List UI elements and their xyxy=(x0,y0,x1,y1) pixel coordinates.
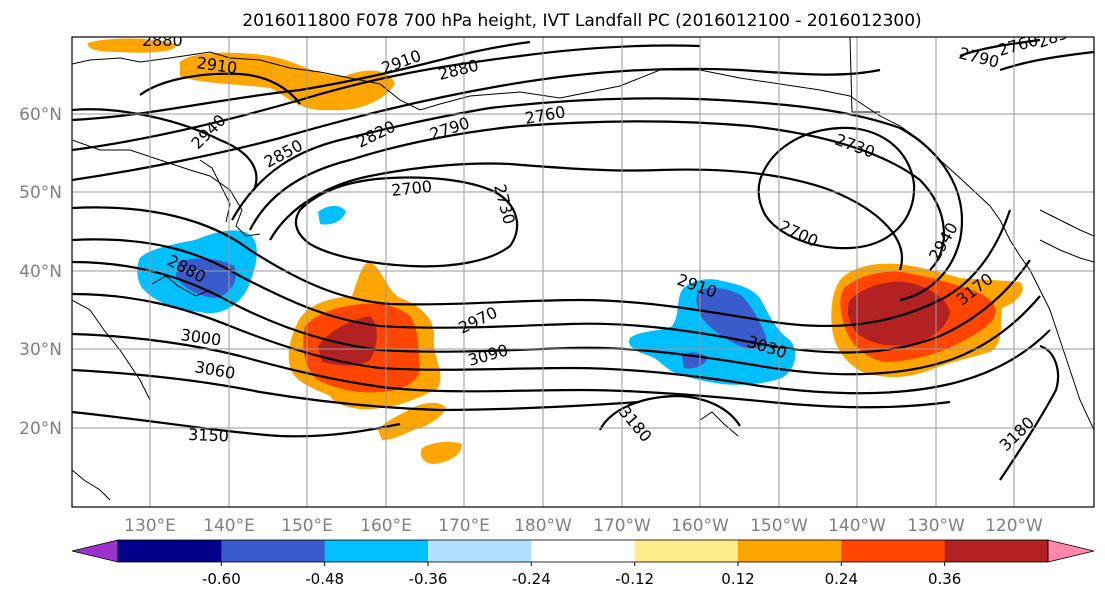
ivt-region-blue-1-core xyxy=(176,258,236,298)
coastline-china xyxy=(72,299,151,401)
colorbar-segment xyxy=(324,540,429,562)
contour-3000 xyxy=(72,292,1051,395)
border-us-canada xyxy=(1039,209,1094,237)
border-states xyxy=(1039,239,1094,263)
colorbar-segment xyxy=(944,540,1049,562)
lon-label-120w: 120°W xyxy=(985,516,1043,536)
contour-label-3150: 3150 xyxy=(188,425,229,445)
contour-2700-west xyxy=(294,176,519,268)
lon-label-160e: 160°E xyxy=(360,516,412,536)
contour-2700-east xyxy=(757,126,916,250)
contour-2790-top xyxy=(959,38,1041,58)
contour-2940a xyxy=(139,72,301,105)
ivt-region-orange-2 xyxy=(180,52,395,111)
lon-label-130e: 130°E xyxy=(124,516,176,536)
colorbar-extend-high xyxy=(1047,539,1095,563)
lon-label-140e: 140°E xyxy=(203,516,255,536)
colorbar-tick-label: 0.12 xyxy=(721,570,754,588)
colorbar-segment xyxy=(531,540,636,562)
lon-label-130w: 130°W xyxy=(907,516,965,536)
ivt-region-blue-2-core xyxy=(696,288,767,349)
map-panel: 2880 2910 2910 2880 2940 2850 2820 2790 … xyxy=(19,31,1095,536)
contour-label-2700a: 2700 xyxy=(390,177,432,200)
lon-label-150w: 150°W xyxy=(750,516,808,536)
ivt-region-orange-5 xyxy=(420,441,462,464)
lat-label-50: 50°N xyxy=(19,183,62,203)
contour-3060 xyxy=(72,332,951,409)
contour-3180a xyxy=(599,394,741,431)
colorbar-segment xyxy=(738,540,842,562)
contour-2880 xyxy=(72,44,701,152)
ivt-region-darkred-1 xyxy=(318,316,377,366)
lat-label-60: 60°N xyxy=(19,105,62,125)
coastline-philippines xyxy=(72,469,111,501)
lat-label-40: 40°N xyxy=(19,262,62,282)
ivt-region-blue-small xyxy=(318,206,346,225)
coastline-asia xyxy=(72,139,261,237)
colorbar-tick-label: 0.36 xyxy=(928,570,961,588)
coastline-hawaii xyxy=(699,411,739,437)
contour-2790 xyxy=(249,120,946,271)
colorbar-tick-label: 0.24 xyxy=(825,570,858,588)
ivt-region-blue-2 xyxy=(629,279,796,385)
contour-2760-top xyxy=(999,50,1094,72)
contour-3150 xyxy=(72,410,401,438)
lon-label-150e: 150°E xyxy=(281,516,333,536)
latitude-labels: 60°N 50°N 40°N 30°N 20°N xyxy=(19,105,62,439)
lon-label-160w: 160°W xyxy=(671,516,729,536)
contour-2940b xyxy=(72,238,1031,354)
colorbar-segment xyxy=(221,540,326,562)
colorbar-segment xyxy=(634,540,739,562)
contour-2910 xyxy=(72,40,531,122)
contour-3180b xyxy=(999,344,1060,481)
contour-2910b xyxy=(72,206,1012,328)
ivt-region-orange-4 xyxy=(378,402,446,440)
map-frame xyxy=(71,36,1095,508)
height-contours xyxy=(72,38,1094,481)
contour-2970 xyxy=(72,260,1041,376)
colorbar-segment xyxy=(841,540,946,562)
contour-2910-north xyxy=(72,108,258,191)
contour-label-2880a: 2880 xyxy=(142,31,183,50)
lon-label-170e: 170°E xyxy=(438,516,490,536)
lon-label-140w: 140°W xyxy=(828,516,886,536)
contour-2820 xyxy=(231,97,963,302)
ivt-region-darkred-2 xyxy=(848,281,950,346)
longitude-labels: 130°E 140°E 150°E 160°E 170°E 180°W 170°… xyxy=(124,516,1043,536)
figure-title: 2016011800 F078 700 hPa height, IVT Land… xyxy=(242,11,921,31)
colorbar-extend-low xyxy=(71,539,119,563)
lat-label-20: 20°N xyxy=(19,419,62,439)
lat-label-30: 30°N xyxy=(19,340,62,360)
colorbar-segment xyxy=(428,540,532,562)
colorbar-tick-label: -0.24 xyxy=(512,570,551,588)
gridlines xyxy=(72,37,1094,507)
colorbar: -0.60 -0.48 -0.36 -0.24 -0.12 0.12 0.24 0.36 xyxy=(71,539,1095,588)
colorbar-tick-label: -0.36 xyxy=(409,570,448,588)
border-alaska xyxy=(849,37,880,113)
contour-2760 xyxy=(269,162,903,271)
colorbar-frame xyxy=(117,539,1049,563)
lon-label-180w: 180°W xyxy=(514,516,572,536)
coastline-japan xyxy=(151,275,211,297)
colorbar-tick-label: -0.60 xyxy=(202,570,241,588)
colorbar-tick-label: -0.48 xyxy=(305,570,344,588)
colorbar-segment xyxy=(118,540,222,562)
contour-2850 xyxy=(72,67,881,182)
lon-label-170w: 170°W xyxy=(593,516,651,536)
ivt-region-orange-1 xyxy=(87,38,176,53)
contour-3090 xyxy=(72,368,641,412)
colorbar-tick-label: -0.12 xyxy=(615,570,654,588)
